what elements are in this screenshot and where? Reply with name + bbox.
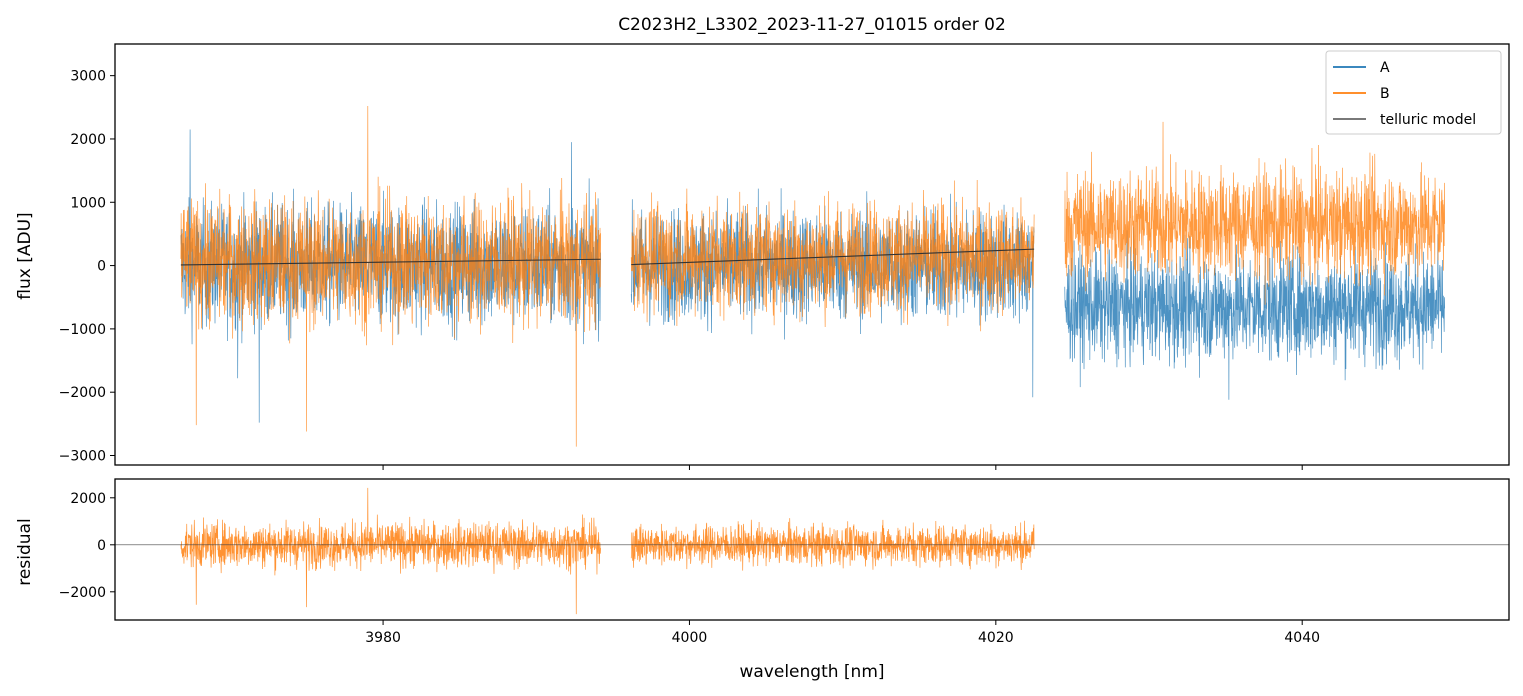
- top-ytick-label: 1000: [70, 195, 106, 211]
- top-axes-frame: [114, 43, 1510, 466]
- telluric-model-line: [180, 258, 601, 266]
- x-tick-label: 4020: [978, 630, 1014, 646]
- top-ytick-label: 2000: [70, 132, 106, 148]
- bottom-y-axis-label: residual: [15, 518, 35, 585]
- chart-title: C2023H2_L3302_2023-11-27_01015 order 02: [618, 15, 1006, 35]
- x-tick-label: 4000: [672, 630, 708, 646]
- legend-label-a: A: [1380, 60, 1390, 76]
- x-axis-label: wavelength [nm]: [739, 662, 884, 682]
- top-ytick-label: −2000: [59, 385, 106, 401]
- legend-label-b: B: [1380, 86, 1390, 102]
- top-ytick-label: −3000: [59, 449, 106, 465]
- bottom-panel: −2000 0 2000 3980 4000 4020 4040 residual wav…: [15, 478, 1510, 682]
- series-b-segment-3: [1064, 121, 1446, 305]
- top-ytick-label: 3000: [70, 69, 106, 85]
- top-ytick-label: 0: [97, 259, 106, 275]
- bottom-axes-frame: [114, 478, 1510, 621]
- x-tick-label: 3980: [365, 630, 401, 646]
- bottom-ytick-label: −2000: [59, 585, 106, 601]
- top-ytick-label: −1000: [59, 322, 106, 338]
- residual-segment-1: [180, 487, 601, 615]
- residual-segment-2: [630, 518, 1035, 571]
- x-tick-label: 4040: [1284, 630, 1320, 646]
- top-y-axis-label: flux [ADU]: [15, 212, 35, 299]
- legend-label-telluric: telluric model: [1380, 112, 1476, 128]
- legend-box: [1325, 50, 1502, 135]
- bottom-ytick-label: 2000: [70, 491, 106, 507]
- legend: A B telluric model: [1325, 50, 1502, 135]
- series-b-segment-2: [630, 180, 1035, 332]
- bottom-ytick-label: 0: [97, 538, 106, 554]
- telluric-model-line: [631, 248, 1035, 266]
- series-b-segment-1: [180, 106, 601, 447]
